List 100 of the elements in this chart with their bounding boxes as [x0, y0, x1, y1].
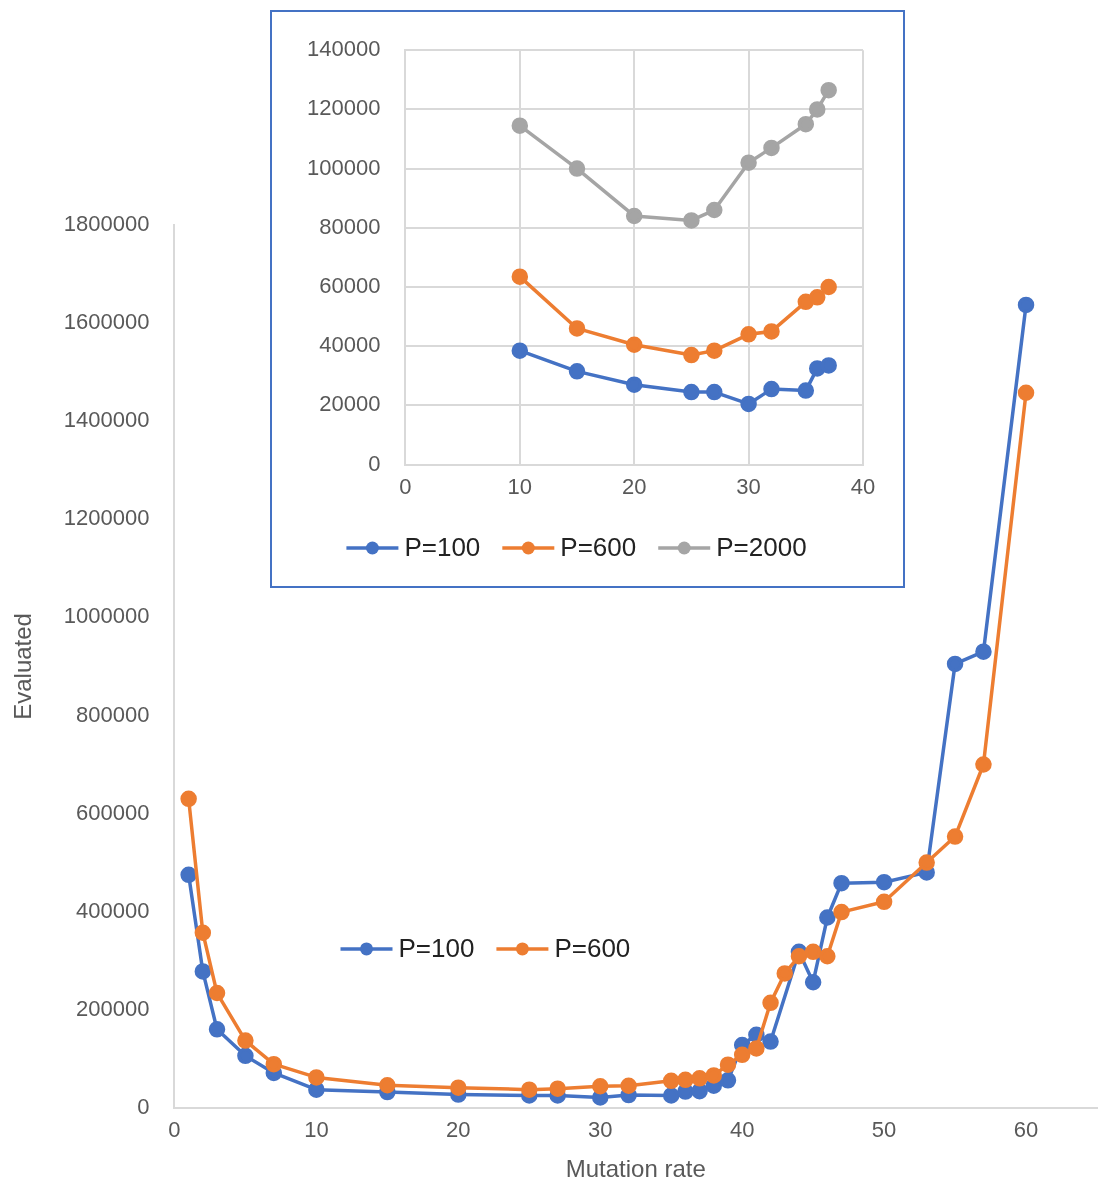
- x-tick-label: 10: [507, 473, 533, 499]
- point: [833, 874, 850, 892]
- point: [625, 207, 643, 225]
- point: [946, 655, 964, 673]
- point: [733, 1046, 751, 1064]
- point: [450, 1079, 467, 1096]
- point: [763, 139, 780, 157]
- legend-label: P=600: [560, 532, 637, 563]
- point: [568, 320, 586, 337]
- point: [819, 909, 836, 926]
- y-tick-label: 200000: [76, 995, 150, 1021]
- point: [740, 326, 757, 343]
- y-tick-label: 600000: [76, 799, 150, 825]
- point: [790, 948, 808, 965]
- x-tick-label: 40: [850, 473, 876, 499]
- x-tick-label: 20: [446, 1117, 471, 1143]
- legend-label: P=2000: [716, 532, 807, 563]
- point: [511, 342, 529, 359]
- point: [568, 363, 586, 380]
- y-tick-label: 0: [137, 1093, 150, 1119]
- y-tick-label: 1600000: [63, 309, 150, 335]
- point: [797, 115, 815, 133]
- point: [683, 383, 700, 401]
- point: [762, 1033, 779, 1050]
- point: [706, 342, 723, 359]
- x-tick-label: 30: [736, 473, 761, 499]
- y-tick-label: 1400000: [63, 407, 150, 433]
- x-tick-label: 50: [871, 1117, 897, 1143]
- point: [237, 1047, 254, 1065]
- point: [308, 1069, 325, 1086]
- point: [819, 948, 836, 965]
- point: [511, 117, 529, 134]
- point: [875, 893, 893, 911]
- point: [591, 1077, 609, 1095]
- point: [379, 1076, 396, 1094]
- point: [677, 1071, 694, 1089]
- point: [683, 346, 700, 364]
- x-axis-title: Mutation rate: [565, 1155, 706, 1183]
- x-tick-label: 0: [399, 473, 412, 499]
- point: [804, 943, 822, 961]
- point: [763, 323, 780, 340]
- point: [808, 101, 826, 118]
- point: [511, 268, 529, 285]
- point: [208, 984, 226, 1002]
- point: [804, 974, 822, 991]
- point: [180, 790, 197, 808]
- point: [691, 1070, 708, 1087]
- point: [946, 828, 964, 845]
- x-tick-label: 20: [621, 473, 647, 499]
- point: [1017, 384, 1035, 401]
- y-tick-label: 140000: [306, 36, 381, 62]
- point: [705, 1067, 723, 1084]
- point: [1017, 296, 1035, 314]
- point: [763, 380, 780, 398]
- x-tick-label: 40: [729, 1117, 755, 1143]
- point: [762, 994, 779, 1012]
- y-tick-label: 0: [368, 450, 381, 476]
- point: [568, 160, 586, 177]
- y-tick-label: 20000: [319, 391, 381, 417]
- point: [833, 903, 850, 921]
- legend-label: P=100: [404, 532, 481, 563]
- point: [620, 1077, 637, 1094]
- legend-label: P=100: [398, 933, 475, 964]
- y-tick-label: 120000: [306, 95, 381, 121]
- point: [180, 866, 197, 884]
- legend-label: P=600: [554, 933, 631, 964]
- y-tick-label: 60000: [319, 273, 381, 299]
- y-tick-label: 800000: [76, 701, 150, 727]
- y-axis-title: Evaluated: [9, 613, 37, 720]
- point: [706, 201, 723, 219]
- point: [740, 154, 757, 171]
- point: [194, 963, 212, 980]
- point: [521, 1081, 538, 1098]
- point: [549, 1080, 566, 1097]
- y-tick-label: 1000000: [63, 603, 150, 629]
- point: [975, 756, 992, 773]
- point: [625, 336, 643, 353]
- x-tick-label: 60: [1013, 1117, 1039, 1143]
- point: [719, 1056, 737, 1073]
- point: [820, 357, 837, 374]
- x-tick-label: 30: [588, 1117, 613, 1143]
- y-tick-label: 80000: [319, 213, 381, 239]
- point: [740, 395, 757, 413]
- point: [194, 924, 212, 941]
- point: [875, 873, 893, 891]
- point: [265, 1055, 283, 1073]
- y-tick-label: 100000: [306, 154, 381, 180]
- point: [918, 854, 935, 871]
- point: [820, 278, 837, 296]
- point: [975, 643, 992, 660]
- point: [776, 965, 793, 982]
- point: [208, 1021, 226, 1038]
- point: [748, 1040, 765, 1057]
- y-tick-label: 40000: [319, 332, 381, 358]
- point: [237, 1032, 254, 1049]
- point: [706, 383, 723, 401]
- y-tick-label: 1200000: [63, 505, 150, 531]
- point: [797, 382, 815, 399]
- x-tick-label: 10: [304, 1117, 329, 1143]
- point: [719, 1072, 737, 1089]
